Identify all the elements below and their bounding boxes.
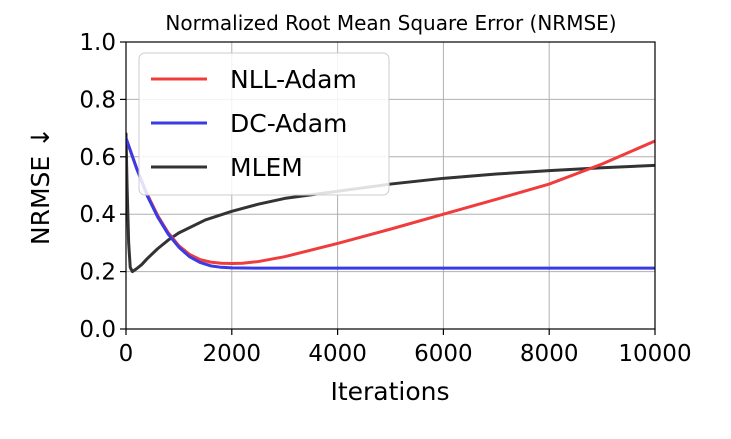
- legend-label-mlem: MLEM: [230, 153, 303, 182]
- legend-box: [138, 52, 390, 196]
- series-line-dc-adam: [126, 136, 655, 270]
- plot-frame: [125, 41, 656, 330]
- x-tick-label: 4000: [308, 341, 367, 367]
- chart-title: Normalized Root Mean Square Error (NRMSE…: [165, 11, 616, 35]
- y-tick-label: 0.8: [79, 87, 116, 113]
- series-line-mlem: [126, 132, 655, 274]
- series-lines: [126, 132, 655, 274]
- axis-ticks: 0 2000 4000 6000 8000 10000 0.0 0.2 0.4 0.6 0.8 1.0: [79, 30, 691, 367]
- legend-label-dc-adam: DC-Adam: [230, 109, 347, 138]
- y-tick-label: 1.0: [79, 30, 116, 56]
- x-tick-label: 0: [119, 341, 134, 367]
- x-tick-label: 6000: [414, 341, 473, 367]
- legend: NLL-Adam DC-Adam MLEM: [138, 52, 390, 196]
- x-tick-label: 10000: [618, 341, 691, 367]
- y-tick-label: 0.6: [79, 145, 116, 171]
- x-tick-label: 8000: [520, 341, 579, 367]
- y-tick-label: 0.2: [79, 260, 116, 286]
- y-tick-label: 0.0: [79, 317, 116, 343]
- x-axis-label: Iterations: [330, 377, 449, 406]
- legend-label-nll-adam: NLL-Adam: [230, 65, 357, 94]
- x-tick-label: 2000: [203, 341, 262, 367]
- y-tick-label: 0.4: [79, 202, 116, 228]
- y-axis-label: NRMSE ↓: [26, 127, 55, 245]
